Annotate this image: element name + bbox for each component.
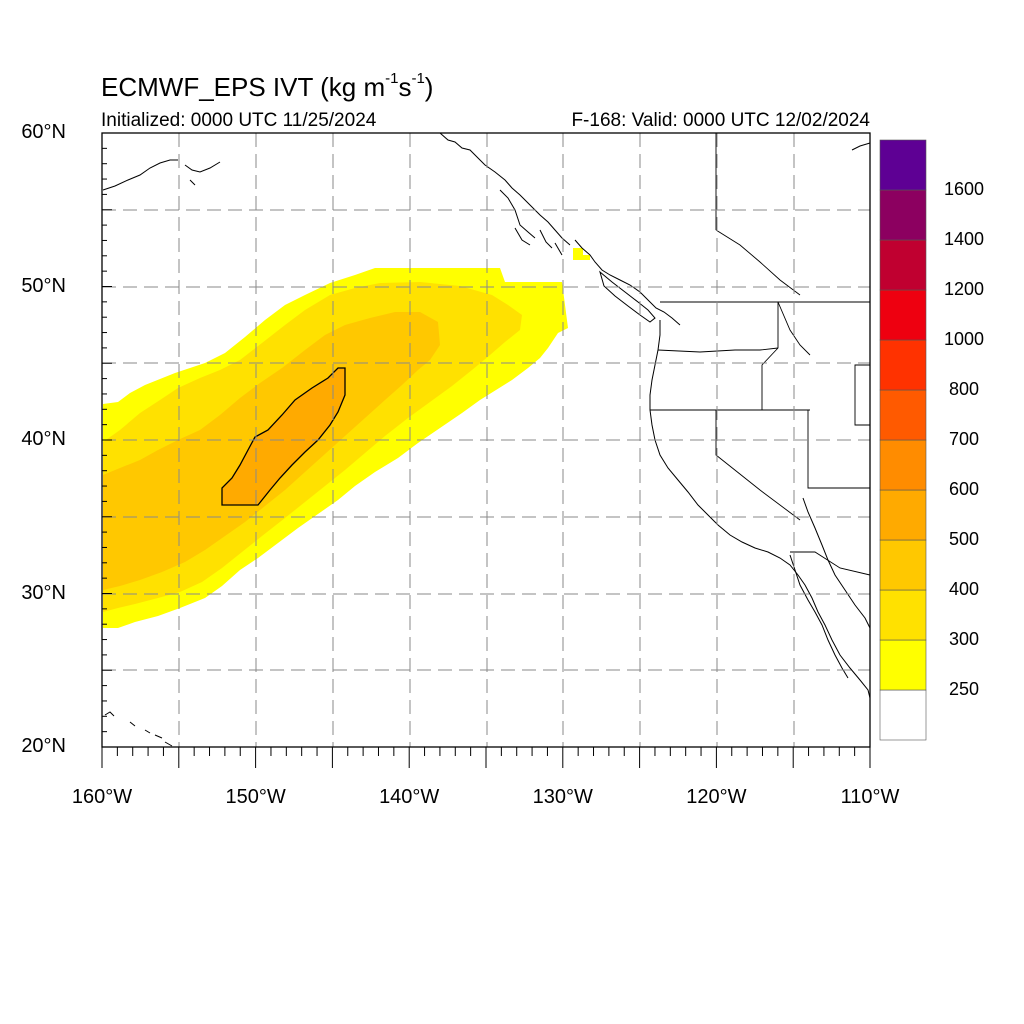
lon-tick-label: 160°W [71, 786, 133, 808]
ivt-500-contour [221, 367, 346, 506]
colorbar-label: 250 [948, 679, 980, 699]
colorbar-label: 1200 [943, 279, 985, 299]
colorbar [879, 139, 927, 741]
lon-tick-label: 120°W [686, 786, 747, 808]
nv-ut-border [807, 410, 870, 489]
colorbar-swatch [879, 539, 927, 591]
ut-wy-border [854, 364, 870, 426]
lon-tick-label: 140°W [379, 786, 440, 808]
baja-california [789, 554, 849, 679]
lat-tick-label: 40°N [21, 428, 66, 450]
colorbar-swatch [879, 639, 927, 691]
coastlines [102, 132, 871, 747]
title-sup1: -1 [385, 70, 399, 88]
colorbar-swatch [879, 439, 927, 491]
id-or-border [761, 302, 779, 410]
us-mexico-border [790, 551, 871, 576]
canada-arctic-coast [851, 142, 871, 151]
bc-alaska-panhandle-border [715, 229, 801, 296]
lon-tick-label: 110°W [840, 786, 900, 808]
title-sup2: -1 [411, 70, 425, 88]
wa-or-border [657, 347, 779, 353]
gridlines [102, 133, 870, 747]
vancouver-island [599, 270, 656, 323]
alaska-coast [102, 132, 571, 246]
panhandle-islands [499, 189, 563, 256]
colorbar-label: 300 [948, 629, 980, 649]
lat-tick-label: 30°N [21, 581, 66, 604]
colorbar-swatch [879, 339, 927, 391]
lon-tick-label: 150°W [225, 786, 286, 808]
colorbar-label: 500 [948, 529, 980, 549]
ivt-region-250-small [573, 248, 590, 260]
gulf-of-california [802, 497, 871, 629]
colorbar-swatch [879, 689, 927, 741]
valid-time-label: F-168: Valid: 0000 UTC 12/02/2024 [571, 110, 870, 131]
map-title: ECMWF_EPS IVT (kg m-1s-1) [101, 70, 434, 103]
colorbar-swatch [879, 189, 927, 241]
title-end: ) [424, 72, 434, 102]
hawaii-islands [104, 711, 173, 747]
colorbar-swatch [879, 139, 927, 191]
lat-tick-label: 60°N [21, 121, 66, 143]
colorbar-label: 700 [948, 429, 980, 449]
lon-tick-label: 130°W [532, 786, 593, 808]
lat-tick-label: 50°N [21, 274, 66, 297]
colorbar-swatch [879, 239, 927, 291]
us-west-coast [649, 320, 871, 699]
tick-marks [101, 132, 871, 768]
init-time-label: Initialized: 0000 UTC 11/25/2024 [101, 110, 377, 131]
colorbar-swatch [879, 289, 927, 341]
colorbar-label: 1600 [943, 179, 985, 199]
colorbar-label: 1000 [943, 329, 985, 349]
id-mt-border [777, 301, 811, 356]
lat-tick-label: 20°N [21, 735, 66, 757]
colorbar-swatch [879, 589, 927, 641]
colorbar-label: 600 [948, 479, 980, 499]
nv-ca-border [715, 410, 801, 521]
title-main: ECMWF_EPS IVT (kg m [101, 72, 386, 102]
political-boundaries [650, 133, 871, 576]
colorbar-label: 400 [948, 579, 980, 599]
colorbar-swatch [879, 389, 927, 441]
colorbar-label: 800 [948, 379, 980, 399]
title-mid: s [398, 72, 412, 102]
colorbar-label: 1400 [943, 229, 985, 249]
ivt-region-500 [222, 368, 345, 505]
colorbar-swatch [879, 489, 927, 541]
ivt-fill-layers [103, 248, 590, 628]
bc-coast [574, 239, 681, 326]
